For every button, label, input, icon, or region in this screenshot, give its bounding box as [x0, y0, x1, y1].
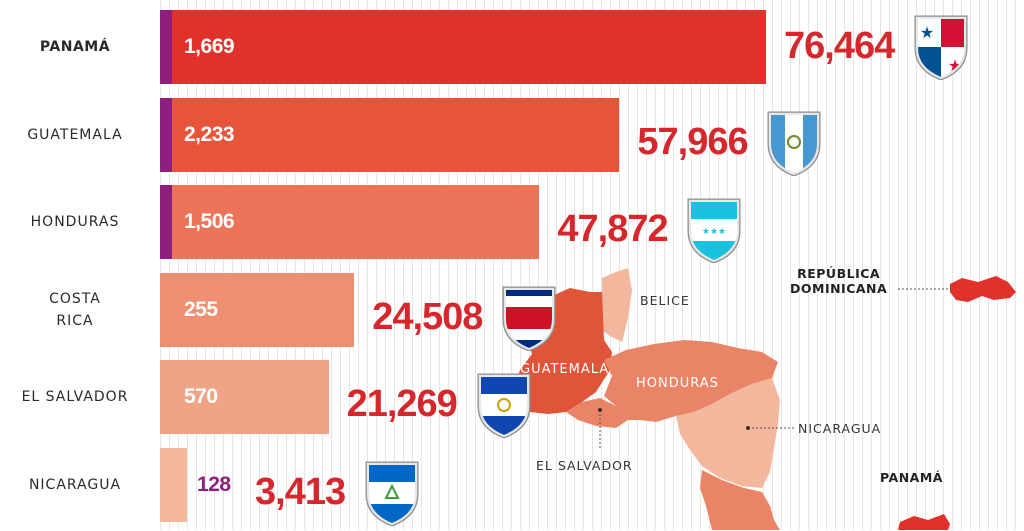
- bar: [160, 360, 329, 434]
- bar-accent: [160, 97, 172, 172]
- bar: [160, 10, 766, 84]
- category-label: COSTA RICA: [0, 288, 150, 332]
- bar: [160, 97, 620, 172]
- category-label-line: EL SALVADOR: [21, 389, 129, 405]
- total-value: 21,269: [346, 383, 458, 425]
- rep-dominicana-line-2: DOMINICANA: [790, 281, 888, 296]
- total-value: 57,966: [637, 120, 748, 163]
- map-costa-rica: [700, 470, 780, 530]
- map-panama: [898, 514, 950, 530]
- bar-inner-value: 570: [184, 385, 218, 408]
- category-label: HONDURAS: [0, 211, 150, 233]
- guatemala-flag-shield: [766, 110, 822, 177]
- map-label-belice: BELICE: [640, 293, 690, 308]
- nicaragua-flag-shield: [364, 460, 420, 527]
- rep-dominicana-line-1: REPÚBLICA: [797, 266, 881, 281]
- category-label: EL SALVADOR: [0, 386, 150, 408]
- bar: [160, 185, 540, 259]
- map-label-el-salvador: EL SALVADOR: [536, 458, 633, 473]
- total-value: 47,872: [557, 208, 668, 250]
- category-label-line: PANAMÁ: [39, 39, 111, 55]
- el-salvador-flag-shield: [476, 372, 532, 439]
- bar-inner-value: 1,669: [184, 35, 235, 58]
- honduras-flag-shield: ★★★: [686, 197, 742, 264]
- total-value: 24,508: [372, 295, 483, 338]
- bar: [160, 447, 188, 522]
- map-label-panama: PANAMÁ: [880, 470, 943, 485]
- category-label: PANAMÁ: [0, 36, 150, 58]
- bar-inner-value: 255: [184, 297, 218, 321]
- bar-accent: [160, 185, 172, 259]
- map-label-guatemala: GUATEMALA: [520, 362, 610, 377]
- bar-accent: [160, 10, 172, 84]
- category-label-line: NICARAGUA: [28, 476, 122, 493]
- costa-rica-flag-shield: [501, 285, 557, 352]
- bar-inner-value: 128: [197, 472, 231, 496]
- category-label-line: COSTA: [49, 290, 101, 307]
- map-guatemala: [514, 288, 612, 414]
- background-grid: [160, 0, 1024, 530]
- panama-flag-shield: ★ ★: [913, 14, 969, 81]
- bar-inner-value: 1,506: [184, 210, 235, 233]
- total-value: 3,413: [255, 470, 346, 513]
- bar-inner-value: 2,233: [184, 122, 235, 146]
- map-el-salvador: [566, 398, 628, 428]
- map-honduras: [604, 340, 778, 422]
- map-label-nicaragua: NICARAGUA: [798, 421, 882, 436]
- category-label-line: RICA: [56, 312, 94, 329]
- map-rep-dominicana: [950, 276, 1016, 302]
- category-label: GUATEMALA: [0, 124, 150, 146]
- category-label: NICARAGUA: [0, 474, 150, 496]
- svg-text:★★★: ★★★: [702, 226, 726, 236]
- map-belice: [602, 268, 632, 342]
- total-value: 76,464: [784, 25, 895, 67]
- category-label-line: GUATEMALA: [27, 126, 123, 143]
- category-label-line: HONDURAS: [30, 214, 120, 230]
- map-nicaragua: [676, 378, 780, 488]
- bar: [160, 272, 355, 347]
- map-label-honduras: HONDURAS: [636, 376, 719, 391]
- svg-text:★: ★: [920, 25, 934, 42]
- map-label-rep-dominicana: REPÚBLICA DOMINICANA: [790, 266, 887, 296]
